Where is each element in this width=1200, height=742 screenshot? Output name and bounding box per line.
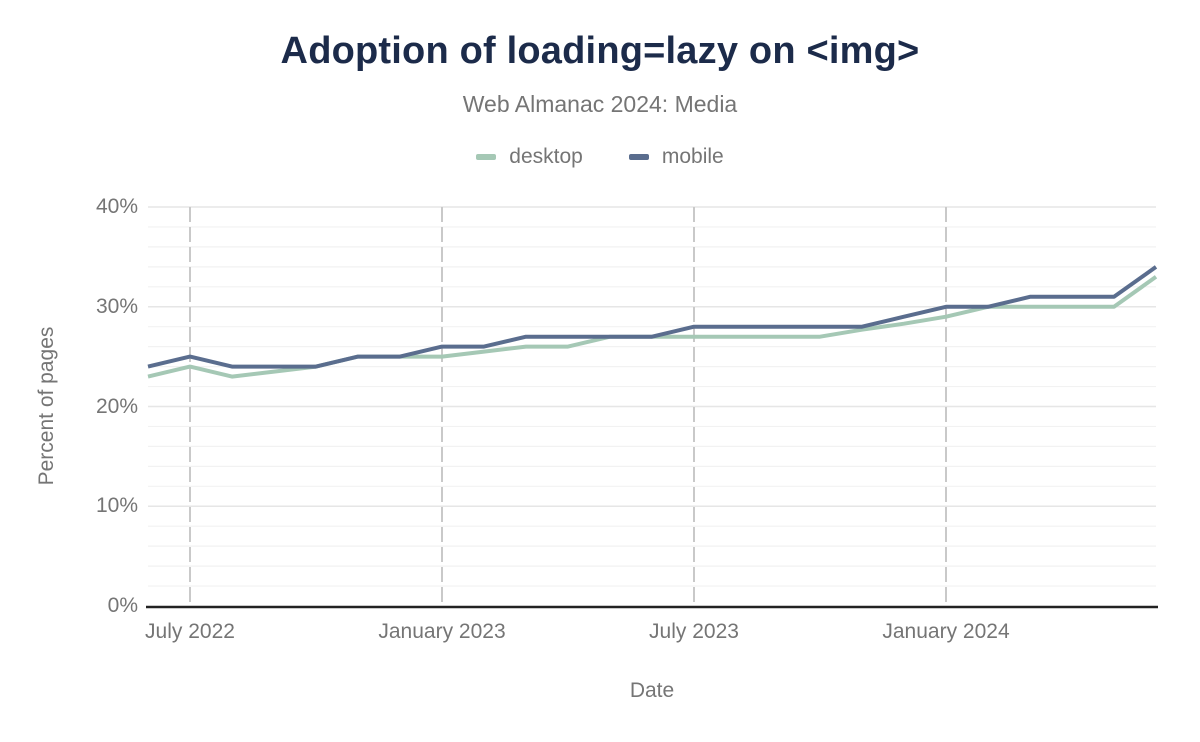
x-tick-label: July 2023 bbox=[649, 620, 739, 643]
legend: desktop mobile bbox=[0, 145, 1200, 169]
y-tick-label: 0% bbox=[107, 594, 138, 617]
legend-item-desktop: desktop bbox=[476, 145, 583, 169]
x-tick-label: July 2022 bbox=[145, 620, 235, 643]
y-tick-label: 30% bbox=[95, 294, 138, 318]
chart-subtitle: Web Almanac 2024: Media bbox=[462, 91, 738, 117]
x-tick-label: January 2023 bbox=[378, 620, 506, 643]
x-axis-title: Date bbox=[629, 679, 675, 702]
y-tick-label: 40% bbox=[95, 195, 138, 218]
y-tick-label: 20% bbox=[95, 394, 138, 418]
mobile-swatch-icon bbox=[628, 154, 649, 160]
legend-label-desktop: desktop bbox=[509, 145, 583, 168]
mobile-line bbox=[147, 265, 1158, 369]
legend-label-mobile: mobile bbox=[661, 145, 724, 168]
legend-item-mobile: mobile bbox=[628, 145, 724, 169]
chart-title: Adoption of loading=lazy on <img> bbox=[280, 30, 920, 72]
vertical-dashed-gridlines bbox=[189, 207, 947, 606]
horizontal-gridlines bbox=[148, 206, 1156, 587]
y-tick-label: 10% bbox=[95, 494, 138, 518]
x-tick-label: January 2024 bbox=[882, 620, 1010, 643]
desktop-swatch-icon bbox=[476, 154, 497, 160]
series-lines bbox=[147, 265, 1158, 379]
